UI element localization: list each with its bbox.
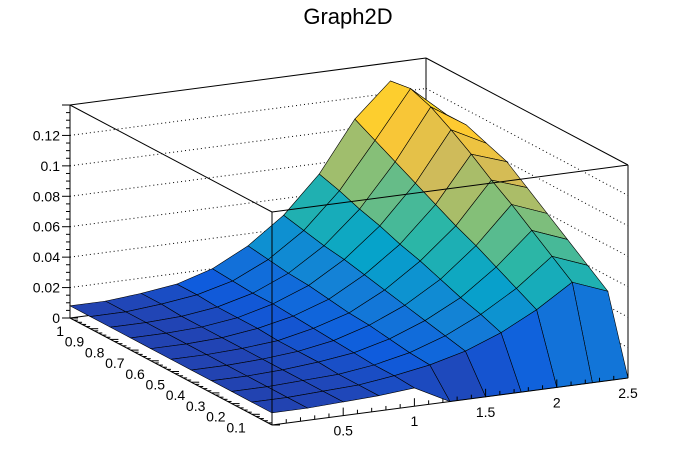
x-tick-label: 1 <box>411 413 419 429</box>
z-tick-label: 0 <box>52 310 60 326</box>
x-tick-label: 2.5 <box>618 385 638 401</box>
y-tick-label: 0.9 <box>65 334 85 350</box>
z-tick-label: 0.06 <box>33 219 60 235</box>
y-tick-label: 0.4 <box>166 387 186 403</box>
x-axis-line <box>271 377 629 426</box>
y-tick-label: 0.8 <box>85 344 105 360</box>
surface-cell <box>250 397 309 414</box>
y-tick-label: 0.6 <box>125 366 145 382</box>
z-tick-label: 0.12 <box>33 127 60 143</box>
surface-mesh <box>69 80 629 414</box>
z-tick-label: 0.08 <box>33 188 60 204</box>
x-tick-label: 2 <box>553 394 561 410</box>
y-tick-label: 0.7 <box>105 355 125 371</box>
y-tick-label: 0.5 <box>146 377 166 393</box>
y-tick-label: 1 <box>56 323 64 339</box>
front-top-edge <box>271 164 629 213</box>
right-wall-top-edge <box>425 57 629 166</box>
y-tick-label: 0.2 <box>206 409 226 425</box>
x-tick-label: 1.5 <box>476 404 496 420</box>
back-wall-top-edge <box>69 57 427 106</box>
axes: 00.020.040.060.080.10.120.511.522.50.10.… <box>33 104 638 439</box>
y-tick-label: 0.3 <box>186 398 206 414</box>
y-tick-label: 0.1 <box>226 419 246 435</box>
z-tick-label: 0.1 <box>41 158 61 174</box>
x-tick-label: 0.5 <box>333 423 353 439</box>
front-frame <box>69 104 629 426</box>
z-tick-label: 0.04 <box>33 249 60 265</box>
chart-title: Graph2D <box>303 4 393 29</box>
z-tick-label: 0.02 <box>33 280 60 296</box>
left-top-edge <box>69 104 273 213</box>
